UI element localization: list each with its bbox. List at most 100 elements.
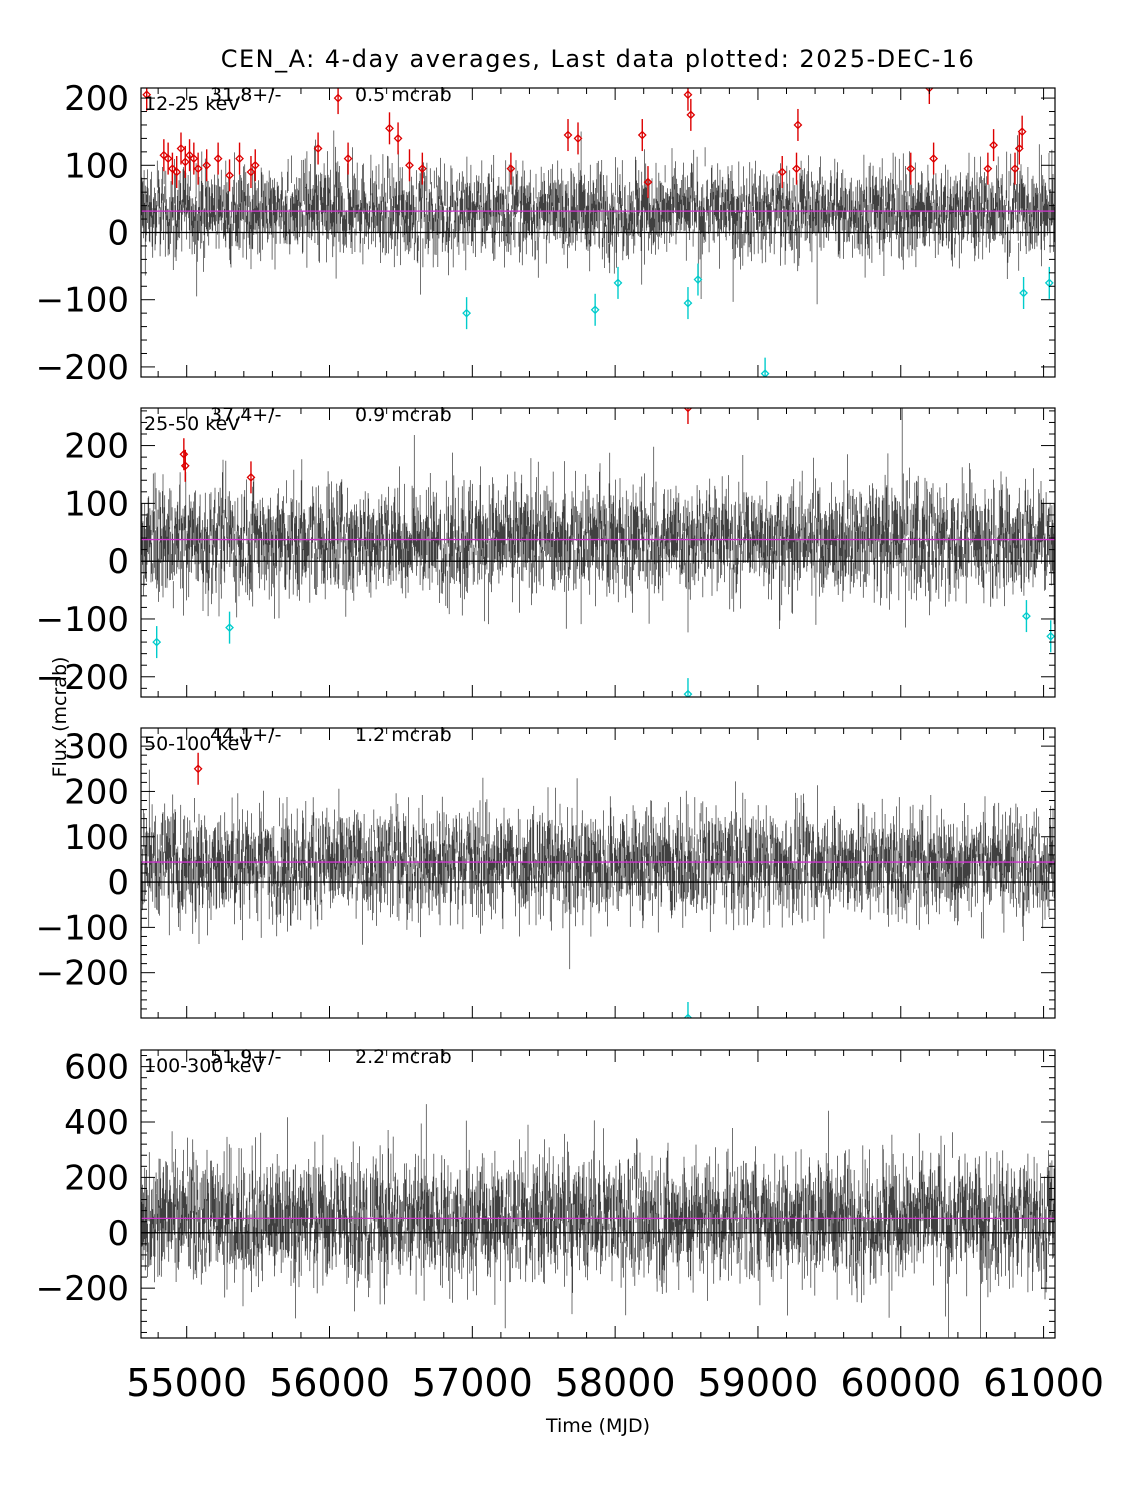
high-outlier-point	[405, 149, 414, 182]
high-outlier-point	[573, 122, 583, 155]
y-tick-label: 200	[64, 1158, 129, 1198]
high-outlier-point	[250, 149, 260, 182]
data-points	[141, 1104, 1055, 1338]
x-tick-label: 56000	[269, 1361, 390, 1405]
high-outlier-point	[159, 139, 169, 172]
high-outlier-point	[189, 142, 199, 175]
data-points	[141, 752, 1055, 1018]
high-outlier-point	[929, 142, 939, 175]
x-tick-labels: 55000 56000 57000 58000 59000 60000 61000	[126, 1361, 1104, 1405]
high-outlier-point	[793, 108, 803, 141]
low-outlier-point	[683, 678, 693, 697]
panel-frame	[140, 1049, 1056, 1339]
high-outlier-point	[246, 156, 256, 189]
x-tick-label: 61000	[983, 1361, 1104, 1405]
high-outlier-point	[179, 438, 189, 471]
high-outlier-point	[777, 156, 787, 189]
mean-value-label: 37.4+/-	[210, 404, 281, 426]
y-tick-label: 200	[64, 427, 129, 467]
low-outlier-point	[462, 297, 472, 330]
low-outlier-point	[683, 287, 693, 320]
high-outlier-point	[246, 461, 256, 494]
high-outlier-point	[506, 152, 516, 185]
error-bars	[141, 1104, 1055, 1338]
mean-value-label: 44.1+/-	[210, 724, 281, 746]
mean-error-label: 1.2 mcrab	[355, 724, 452, 746]
high-outlier-point	[163, 142, 173, 175]
low-outlier-point	[1044, 266, 1054, 299]
low-outlier-point	[1019, 276, 1028, 309]
high-outlier-point	[1017, 115, 1027, 148]
y-tick-label: 400	[64, 1103, 129, 1143]
y-tick-label: −200	[36, 658, 129, 698]
high-outlier-point	[313, 132, 323, 165]
high-outlier-point	[637, 119, 647, 152]
data-points	[141, 88, 1055, 377]
low-outlier-point	[613, 266, 623, 299]
low-outlier-point	[225, 611, 234, 644]
high-outlier-point	[1010, 152, 1020, 185]
band-label: 100-300 keV	[144, 1055, 264, 1077]
y-tick-label: 0	[107, 863, 129, 903]
x-tick-label: 58000	[555, 1361, 676, 1405]
x-tick-label: 60000	[840, 1361, 961, 1405]
low-outlier-point	[1046, 620, 1055, 653]
y-tick-label: 100	[64, 146, 129, 186]
high-outlier-point	[172, 156, 182, 189]
mean-value-label: 31.8+/-	[210, 84, 281, 106]
y-tick-label: −200	[36, 348, 129, 388]
low-outlier-point	[693, 263, 703, 296]
band-label: 50-100 keV	[144, 733, 252, 755]
error-bars	[141, 769, 1055, 970]
high-outlier-point	[193, 152, 203, 185]
y-tick-label: −100	[36, 281, 129, 321]
x-tick-label: 55000	[126, 1361, 247, 1405]
low-outlier-point	[683, 1002, 693, 1018]
high-outlier-point	[643, 166, 653, 199]
high-outlier-point	[167, 152, 177, 185]
high-outlier-point	[333, 88, 343, 115]
high-outlier-point	[180, 145, 190, 178]
high-outlier-point	[343, 142, 353, 175]
y-tick-label: 100	[64, 484, 129, 524]
data-points	[141, 408, 1055, 697]
y-axis-label: Flux (mcrab)	[49, 657, 71, 778]
high-outlier-point	[193, 752, 203, 785]
x-tick-label: 59000	[698, 1361, 819, 1405]
high-outlier-point	[792, 152, 801, 185]
error-bars	[141, 408, 1055, 633]
y-tick-label: −100	[36, 908, 129, 948]
high-outlier-point	[563, 119, 573, 152]
y-tick-label: −200	[36, 1269, 129, 1309]
high-outlier-point	[385, 112, 394, 145]
mean-error-label: 0.9 mcrab	[355, 404, 452, 426]
y-tick-label: 300	[64, 727, 129, 767]
y-tick-label: 200	[64, 79, 129, 119]
x-axis-label: Time (MJD)	[545, 1415, 650, 1437]
high-outlier-point	[393, 122, 403, 155]
y-tick-label: 600	[64, 1048, 129, 1088]
low-outlier-point	[152, 626, 162, 659]
y-tick-label: −200	[36, 954, 129, 994]
chart-title: CEN_A: 4-day averages, Last data plotted…	[221, 45, 976, 73]
high-outlier-point	[906, 152, 916, 185]
y-tick-label: 100	[64, 818, 129, 858]
high-outlier-point	[180, 449, 190, 482]
high-outlier-point	[213, 142, 223, 175]
y-tick-label: −100	[36, 600, 129, 640]
x-tick-label: 57000	[412, 1361, 533, 1405]
panel-frame	[140, 407, 1056, 698]
mean-error-label: 0.5 mcrab	[355, 84, 452, 106]
high-outlier-point	[417, 152, 427, 185]
mean-value-label: 51.9+/-	[210, 1046, 281, 1068]
high-outlier-point	[683, 88, 693, 111]
high-outlier-point	[983, 152, 993, 185]
low-outlier-point	[590, 293, 600, 326]
low-outlier-point	[760, 357, 770, 377]
high-outlier-point	[989, 129, 999, 162]
high-outlier-point	[202, 149, 212, 182]
